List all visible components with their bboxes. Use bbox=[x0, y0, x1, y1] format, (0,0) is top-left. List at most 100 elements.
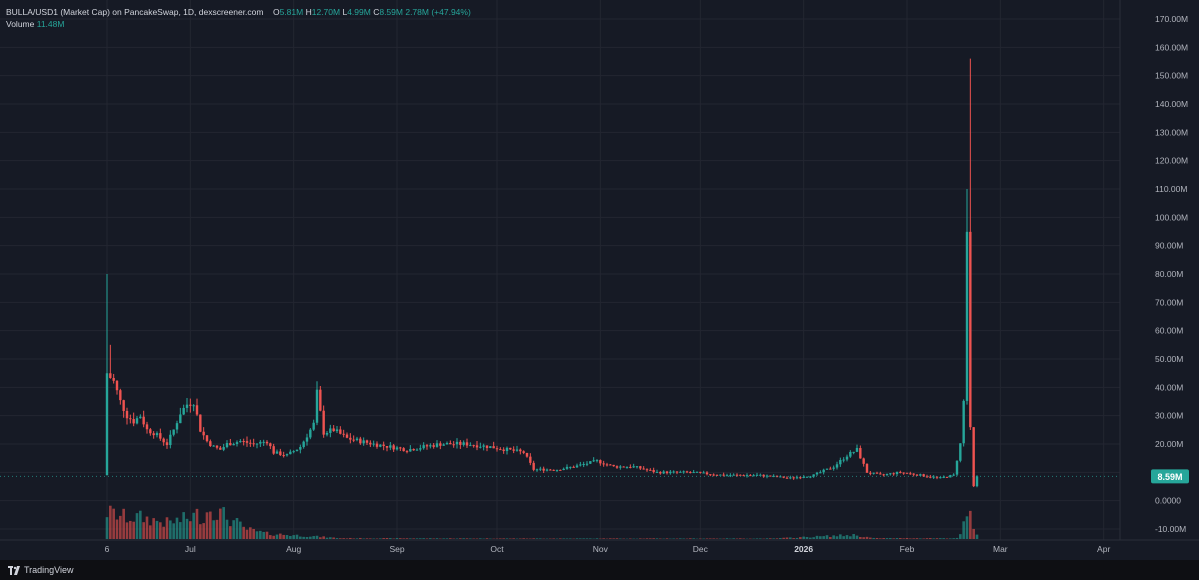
volume-bar bbox=[609, 538, 612, 539]
candle-body bbox=[655, 471, 659, 473]
candle-body bbox=[919, 474, 922, 476]
candle-body bbox=[879, 473, 882, 475]
y-axis-tick-label: 40.00M bbox=[1155, 382, 1183, 392]
volume-bar bbox=[839, 534, 842, 539]
candle-body bbox=[809, 476, 812, 478]
legend-volume-row: Volume 11.48M bbox=[6, 18, 471, 30]
candle-body bbox=[142, 416, 145, 425]
volume-bar bbox=[782, 537, 785, 539]
volume-bar bbox=[319, 537, 322, 539]
volume-bar bbox=[845, 535, 849, 539]
volume-bar bbox=[419, 538, 422, 539]
volume-bar bbox=[112, 508, 115, 539]
volume-bar bbox=[909, 538, 912, 539]
candle-body bbox=[602, 463, 605, 465]
volume-bar bbox=[795, 537, 799, 539]
volume-bar bbox=[389, 538, 392, 539]
candle-body bbox=[869, 472, 872, 474]
candle-body bbox=[375, 443, 379, 447]
candle-body bbox=[242, 441, 245, 443]
volume-bar bbox=[505, 538, 509, 539]
candle-body bbox=[659, 471, 662, 474]
y-axis-tick-label: 130.00M bbox=[1155, 127, 1188, 137]
candle-body bbox=[255, 443, 259, 445]
legend-high-label: H bbox=[305, 7, 312, 17]
volume-bar bbox=[849, 536, 852, 539]
candle-body bbox=[335, 429, 339, 432]
volume-bar bbox=[305, 536, 309, 539]
candle-body bbox=[719, 474, 722, 476]
candle-body bbox=[482, 445, 485, 447]
candle-body bbox=[822, 469, 825, 473]
candle-body bbox=[135, 418, 139, 424]
volume-bar bbox=[385, 538, 389, 539]
candle-body bbox=[885, 473, 889, 475]
candle-body bbox=[365, 440, 369, 443]
candle-body bbox=[402, 448, 405, 452]
candle-body bbox=[649, 469, 652, 471]
volume-bar bbox=[149, 525, 152, 539]
candle-body bbox=[302, 441, 305, 448]
candle-body bbox=[299, 447, 302, 450]
candle-body bbox=[855, 448, 859, 452]
candle-body bbox=[162, 438, 165, 443]
candle-body bbox=[839, 460, 842, 465]
y-axis-tick-label: 110.00M bbox=[1155, 184, 1187, 194]
volume-bar bbox=[295, 534, 299, 539]
candle-body bbox=[535, 469, 539, 471]
y-axis-tick-label: 50.00M bbox=[1155, 354, 1183, 364]
volume-bar bbox=[532, 538, 535, 539]
volume-bar bbox=[412, 538, 415, 539]
candle-body bbox=[575, 465, 579, 468]
candle-body bbox=[429, 445, 432, 447]
candle-body bbox=[305, 437, 309, 442]
volume-bar bbox=[812, 537, 815, 539]
volume-bar bbox=[929, 538, 932, 539]
volume-bar bbox=[755, 538, 759, 539]
candle-body bbox=[569, 466, 572, 468]
legend-low-label: L bbox=[342, 7, 348, 17]
candle-body bbox=[192, 405, 195, 407]
volume-bar bbox=[122, 508, 125, 539]
volume-bar bbox=[152, 518, 155, 539]
volume-bar bbox=[182, 512, 185, 539]
candlestick-chart[interactable]: 170.00M 160.00M 150.00M 140.00M 130.00M 120.0… bbox=[0, 0, 1199, 560]
candle-body bbox=[439, 443, 442, 446]
volume-bar bbox=[875, 537, 879, 539]
volume-bar bbox=[449, 538, 452, 539]
volume-bar bbox=[239, 521, 242, 539]
candle-body bbox=[905, 472, 909, 474]
candle-body bbox=[829, 468, 832, 470]
volume-bar bbox=[339, 538, 342, 539]
volume-bar bbox=[119, 515, 122, 539]
candle-body bbox=[405, 451, 409, 453]
candle-body bbox=[939, 477, 942, 479]
candle-body bbox=[862, 458, 865, 464]
x-axis-tick-label: Feb bbox=[900, 544, 915, 554]
candle-body bbox=[182, 407, 185, 415]
candle-body bbox=[799, 477, 802, 479]
candle-body bbox=[512, 449, 515, 451]
tradingview-brand[interactable]: TradingView bbox=[8, 565, 74, 575]
volume-bar bbox=[145, 516, 149, 539]
legend-symbol: BULLA/USD1 (Market Cap) on PancakeSwap, … bbox=[6, 7, 264, 17]
candle-body bbox=[329, 428, 332, 433]
candle-body bbox=[549, 469, 552, 471]
volume-bar bbox=[279, 533, 282, 539]
y-axis-tick-label: 120.00M bbox=[1155, 156, 1188, 166]
volume-bar bbox=[612, 538, 615, 539]
tradingview-label: TradingView bbox=[24, 565, 74, 575]
candle-body bbox=[622, 466, 625, 468]
volume-bar bbox=[462, 538, 465, 539]
candle-body bbox=[145, 424, 149, 430]
candle-body bbox=[332, 428, 335, 432]
volume-bar bbox=[315, 535, 319, 539]
candle-body bbox=[212, 445, 215, 447]
candle-body bbox=[139, 416, 142, 419]
volume-bar bbox=[355, 538, 359, 539]
candle-body bbox=[205, 435, 209, 442]
volume-bar bbox=[272, 535, 275, 539]
candle-body bbox=[155, 433, 159, 436]
volume-bar bbox=[585, 538, 589, 539]
